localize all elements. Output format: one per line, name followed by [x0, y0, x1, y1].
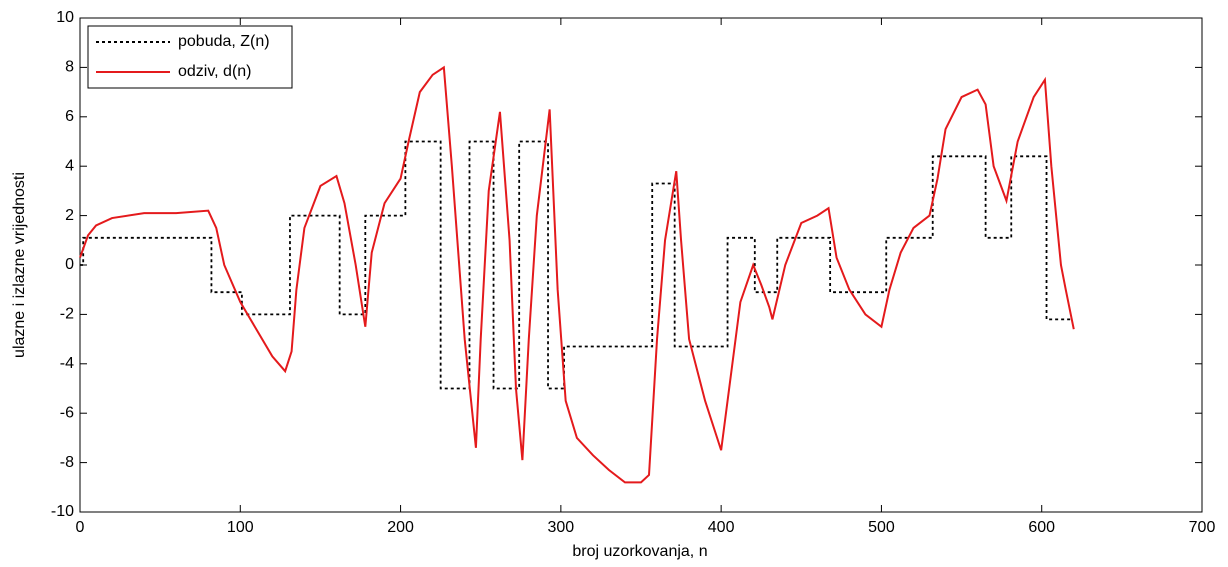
x-tick-label: 200 [387, 519, 414, 536]
x-tick-label: 400 [708, 519, 735, 536]
x-tick-label: 700 [1189, 519, 1216, 536]
y-tick-label: 4 [65, 157, 74, 174]
legend-label: pobuda, Z(n) [178, 33, 270, 50]
y-tick-label: 2 [65, 207, 74, 224]
y-tick-label: 8 [65, 59, 74, 76]
plot-frame [79, 17, 1203, 513]
y-tick-label: -4 [60, 355, 74, 372]
y-tick-label: -8 [60, 454, 74, 471]
x-axis-label: broj uzorkovanja, n [572, 543, 707, 560]
x-tick-label: 100 [227, 519, 254, 536]
x-tick-label: 500 [868, 519, 895, 536]
y-tick-label: -10 [51, 503, 74, 520]
x-tick-label: 300 [548, 519, 575, 536]
data-line [80, 140, 1073, 390]
y-tick-label: -2 [60, 306, 74, 323]
y-tick-label: 6 [65, 108, 74, 125]
legend-label: odziv, d(n) [178, 63, 252, 80]
y-tick-label: -6 [60, 404, 74, 421]
legend-box [87, 25, 293, 89]
x-tick-label: 600 [1028, 519, 1055, 536]
x-tick-label: 0 [76, 519, 85, 536]
y-tick-label: 0 [65, 256, 74, 273]
y-axis-label: ulazne i izlazne vrijednosti [11, 172, 28, 358]
data-line [79, 65, 1075, 484]
y-tick-label: 10 [56, 9, 74, 26]
